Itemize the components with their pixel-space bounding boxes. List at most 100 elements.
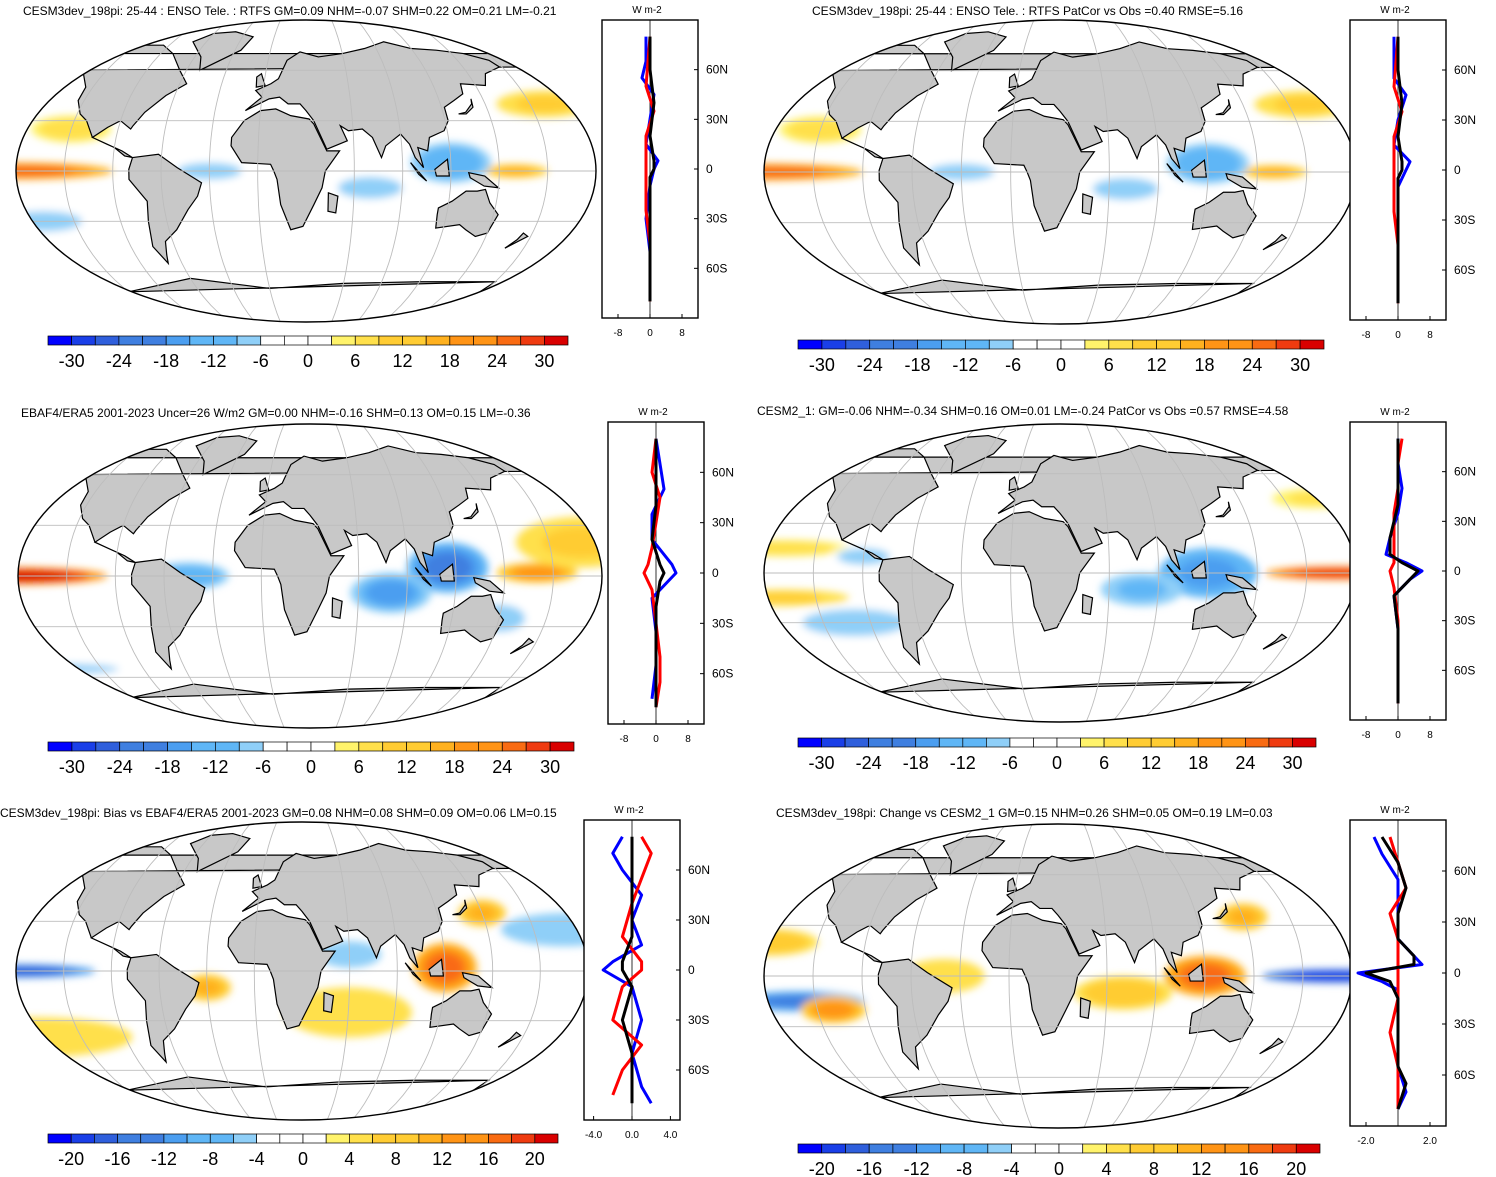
colorbar-tick-label: -12 (202, 757, 228, 777)
colorbar-swatch (382, 741, 407, 752)
colorbar-tick-label: 0 (303, 351, 313, 371)
x-tick-label: -8 (614, 328, 623, 339)
colorbar-swatch (1060, 339, 1086, 350)
continent (439, 563, 455, 582)
x-tick-label: -2.0 (1357, 1136, 1375, 1147)
colorbar-swatch (797, 1143, 823, 1154)
colorbar-swatch (1080, 737, 1105, 748)
colorbar-swatch (986, 737, 1011, 748)
longitude-line (1161, 824, 1255, 1128)
colorbar-swatch (117, 1133, 142, 1144)
continent (1188, 993, 1254, 1043)
x-tick-label: 0 (647, 328, 653, 339)
longitude-line (1135, 824, 1206, 1128)
lat-tick-label: 60S (712, 667, 733, 681)
colorbar-swatch (372, 1133, 397, 1144)
colorbar-tick-label: 30 (540, 757, 560, 777)
continent (1259, 1037, 1284, 1055)
panel-title: CESM3dev_198pi: 25-44 : ENSO Tele. : RTF… (812, 4, 1244, 18)
lat-tick-label: 30S (706, 212, 727, 226)
longitude-line (110, 822, 202, 1120)
colorbar-tick-label: 30 (534, 351, 554, 371)
units-label: W m-2 (638, 407, 668, 418)
continent (128, 153, 203, 266)
colorbar-swatch (334, 741, 360, 752)
x-tick-label: -4.0 (585, 1130, 603, 1141)
colorbar-tick-label: 18 (440, 351, 460, 371)
colorbar-swatch (260, 335, 285, 346)
colorbar-tick-label: -30 (809, 753, 835, 773)
zonal-mean-plot: W m-2 60N 30N 0 30S 60S -8 0 8 (1349, 5, 1476, 341)
colorbar-tick-label: 4 (344, 1149, 354, 1169)
units-label: W m-2 (1380, 5, 1410, 16)
anomaly-blob (1117, 579, 1167, 600)
colorbar-swatch (94, 1133, 118, 1144)
colorbar-tick-label: -12 (200, 351, 226, 371)
continent (126, 953, 200, 1064)
colorbar-tick-label: 0 (1052, 753, 1062, 773)
colorbar: -30 -24 -18 -12 -6 0 6 12 18 24 30 (47, 335, 569, 371)
lat-tick-label: 60S (1454, 663, 1475, 677)
colorbar-tick-label: -12 (151, 1149, 177, 1169)
colorbar-tick-label: 8 (1149, 1159, 1159, 1177)
colorbar-swatch (349, 1133, 373, 1144)
colorbar-tick-label: -24 (856, 753, 882, 773)
lat-tick-label: 0 (1454, 966, 1461, 980)
continent (1191, 590, 1257, 639)
longitude-line (1138, 424, 1209, 722)
units-label: W m-2 (614, 805, 644, 816)
colorbar-swatch (1082, 1143, 1107, 1154)
x-tick-label: 8 (685, 734, 691, 745)
colorbar-swatch (520, 335, 545, 346)
units-label: W m-2 (632, 5, 662, 16)
colorbar-tick-label: -8 (956, 1159, 972, 1177)
longitude-line (1138, 20, 1209, 324)
panel-title: CESM3dev_198pi: Bias vs EBAF4/ERA5 2001-… (0, 806, 557, 820)
continent (66, 44, 524, 159)
continent (410, 162, 428, 182)
colorbar-swatch (209, 1133, 234, 1144)
colorbar-swatch (845, 1143, 870, 1154)
colorbar-swatch (71, 741, 97, 752)
lat-tick-label: 30N (688, 913, 710, 927)
longitude-line (910, 824, 981, 1128)
colorbar-swatch (163, 1133, 188, 1144)
colorbar-tick-label: -18 (903, 753, 929, 773)
colorbar-swatch (94, 335, 120, 346)
longitude-line (960, 20, 1009, 324)
colorbar-swatch (1197, 737, 1223, 748)
continent (1215, 501, 1232, 518)
colorbar-swatch (1106, 1143, 1131, 1154)
colorbar-tick-label: 12 (397, 757, 417, 777)
colorbar-tick-label: -24 (107, 757, 133, 777)
colorbar-swatch (987, 1143, 1012, 1154)
colorbar-swatch (119, 741, 144, 752)
lat-tick-label: 60S (1454, 1068, 1475, 1082)
robinson-map (15, 19, 597, 323)
continent (1008, 73, 1019, 89)
zonal-mean-plot: W m-2 60N 30N 0 30S 60S -8 0 8 (607, 407, 734, 745)
colorbar-tick-label: 0 (1056, 355, 1066, 375)
colorbar-swatch (1204, 339, 1229, 350)
colorbar-swatch (941, 339, 966, 350)
colorbar-swatch (473, 335, 498, 346)
longitude-line (63, 20, 179, 322)
colorbar-swatch (963, 1143, 989, 1154)
colorbar-swatch (354, 335, 380, 346)
longitude-line (1109, 824, 1157, 1128)
colorbar-tick-label: 6 (1099, 753, 1109, 773)
continent (1187, 963, 1204, 982)
robinson-map (17, 423, 603, 729)
panel-title: CESM2_1: GM=-0.06 NHM=-0.34 SHM=0.16 OM=… (757, 404, 1289, 418)
colorbar: -30 -24 -18 -12 -6 0 6 12 18 24 30 (47, 741, 575, 777)
colorbar-tick-label: 18 (444, 757, 464, 777)
colorbar-tick-label: 12 (393, 351, 413, 371)
continent (943, 434, 1008, 475)
colorbar-tick-label: -24 (106, 351, 132, 371)
colorbar-swatch (1174, 737, 1199, 748)
colorbar: -30 -24 -18 -12 -6 0 6 12 18 24 30 (797, 339, 1325, 375)
colorbar-swatch (441, 1133, 466, 1144)
longitude-line (387, 424, 457, 728)
continent (195, 435, 258, 476)
colorbar-tick-label: 0 (306, 757, 316, 777)
